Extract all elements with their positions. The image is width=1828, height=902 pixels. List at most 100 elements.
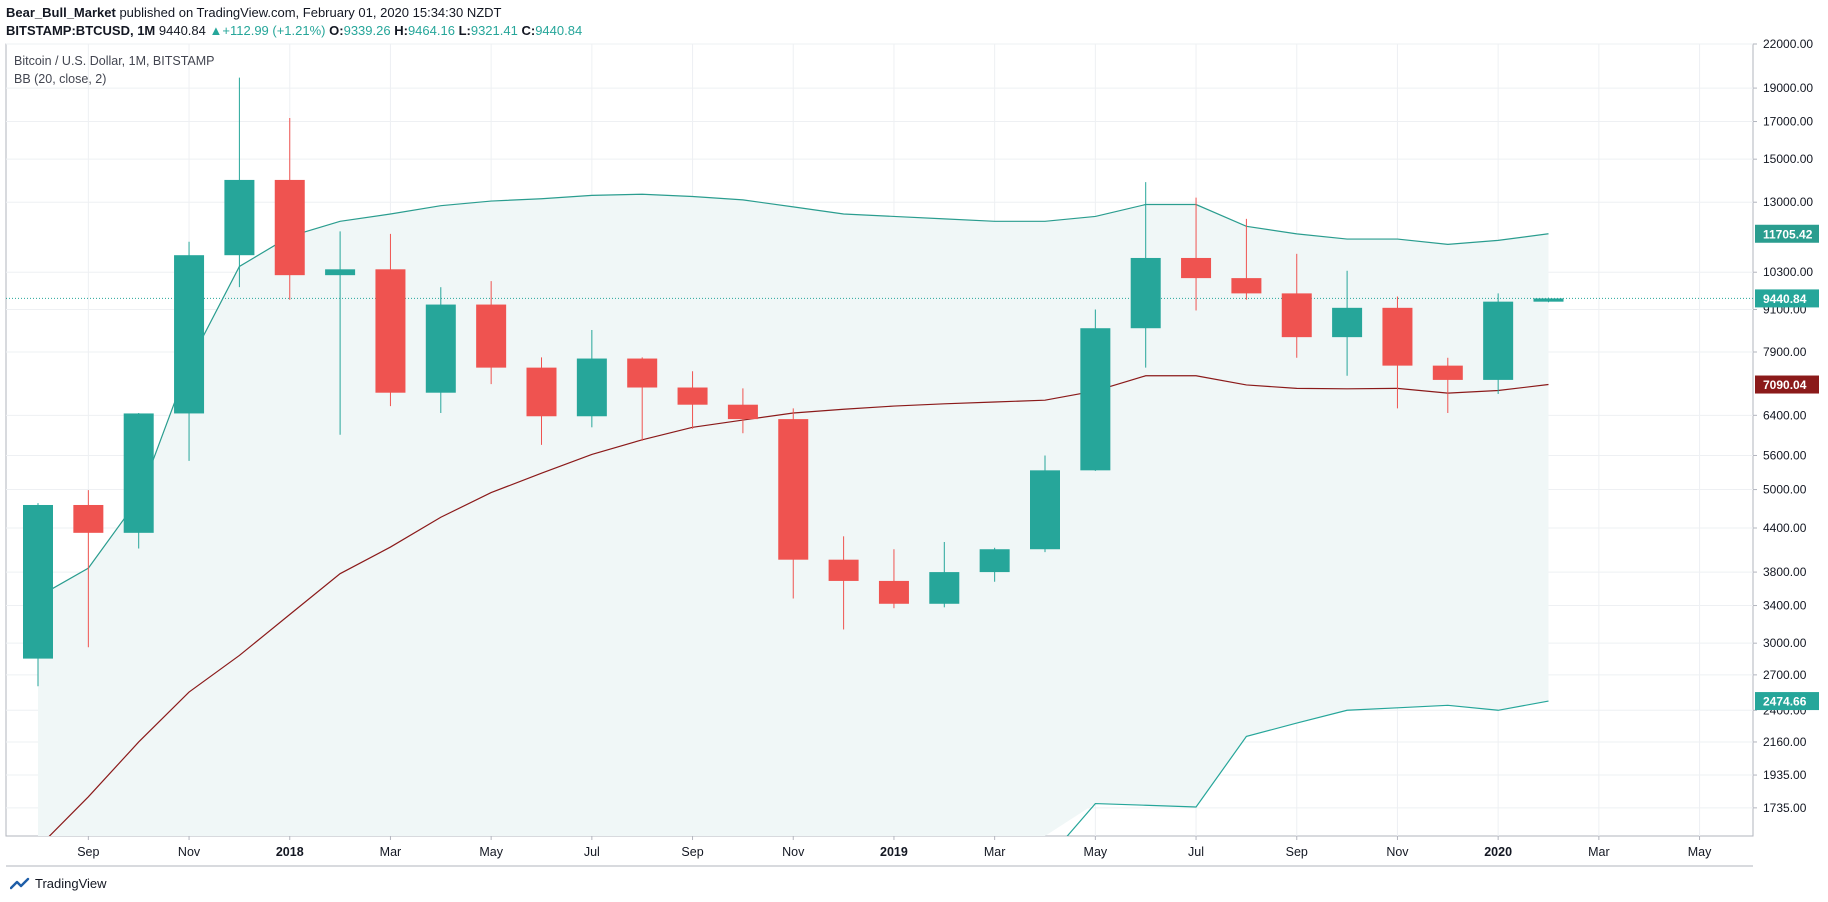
high-value: 9464.16	[407, 23, 455, 38]
price-label-box	[1755, 692, 1819, 711]
candle-body	[224, 179, 255, 256]
chart-header: Bear_Bull_Market published on TradingVie…	[6, 4, 582, 40]
footer-brand-text: TradingView	[35, 876, 107, 891]
x-tick-label: Nov	[782, 845, 805, 859]
open-value: 9339.26	[343, 23, 391, 38]
candle	[1332, 270, 1363, 376]
x-tick-label: Jul	[1188, 845, 1204, 859]
candle-body	[878, 580, 909, 604]
price-label: 9440.84	[1755, 289, 1819, 308]
candle-body	[1231, 278, 1262, 294]
y-tick-label: 10300.00	[1763, 265, 1813, 279]
candle-body	[274, 179, 305, 276]
candle-body	[1533, 298, 1564, 302]
close-value: 9440.84	[535, 23, 583, 38]
candle-body	[425, 304, 456, 393]
candle	[1483, 293, 1514, 395]
y-tick-label: 5600.00	[1763, 448, 1807, 462]
candle-body	[73, 504, 104, 533]
price-label-text: 7090.04	[1763, 378, 1807, 392]
y-tick-label: 15000.00	[1763, 152, 1813, 166]
candle	[174, 241, 205, 461]
candle-body	[526, 367, 557, 417]
candle-body	[1332, 307, 1363, 338]
price-label-box	[1755, 375, 1819, 394]
x-tick-label: 2019	[880, 845, 908, 859]
price-label-text: 9440.84	[1763, 292, 1807, 306]
candle	[1533, 297, 1564, 303]
candle-body	[979, 549, 1010, 573]
candle	[1080, 309, 1111, 471]
x-tick-label: Mar	[984, 845, 1006, 859]
candle	[224, 77, 255, 288]
low-label: L:	[458, 23, 471, 38]
candle-body	[476, 304, 507, 368]
candle	[1130, 182, 1161, 368]
high-label: H:	[394, 23, 408, 38]
price-label-text: 11705.42	[1763, 227, 1813, 241]
y-tick-label: 2700.00	[1763, 668, 1807, 682]
legend-indicator[interactable]: BB (20, close, 2)	[14, 72, 107, 86]
candle-body	[1382, 307, 1413, 366]
candle-body	[325, 269, 356, 276]
candle	[576, 329, 607, 428]
candle-body	[174, 255, 205, 414]
price-label: 2474.66	[1755, 692, 1819, 711]
candles	[23, 77, 1564, 687]
y-tick-label: 22000.00	[1763, 37, 1813, 51]
candle	[778, 408, 809, 599]
y-tick-label: 1735.00	[1763, 801, 1807, 815]
legend-title[interactable]: Bitcoin / U.S. Dollar, 1M, BITSTAMP	[14, 54, 215, 68]
candle	[1231, 218, 1262, 300]
x-tick-label: May	[1084, 845, 1108, 859]
candle	[526, 357, 557, 445]
candle-body	[1080, 328, 1111, 471]
candle-body	[576, 358, 607, 417]
candle	[929, 541, 960, 608]
candle-body	[123, 413, 154, 533]
y-tick-label: 6400.00	[1763, 408, 1807, 422]
y-tick-label: 1935.00	[1763, 768, 1807, 782]
footer-brand[interactable]: TradingView	[10, 876, 107, 891]
up-arrow-icon: ▲	[209, 23, 223, 38]
candle-body	[23, 504, 53, 659]
close-label: C:	[521, 23, 536, 38]
candle	[375, 233, 406, 407]
x-tick-label: 2020	[1484, 845, 1512, 859]
candle	[23, 503, 53, 687]
candle-body	[828, 559, 859, 581]
author-name[interactable]: Bear_Bull_Market	[6, 5, 116, 20]
x-tick-label: Sep	[1286, 845, 1308, 859]
candle-body	[375, 269, 406, 393]
x-tick-label: Mar	[1588, 845, 1610, 859]
open-label: O:	[329, 23, 344, 38]
price-label-box	[1755, 289, 1819, 308]
low-value: 9321.41	[470, 23, 518, 38]
price-change: +112.99 (+1.21%)	[222, 23, 326, 38]
candle-body	[1181, 257, 1212, 279]
candle-body	[1030, 470, 1060, 550]
tradingview-logo-icon	[10, 877, 30, 889]
y-tick-label: 3400.00	[1763, 599, 1807, 613]
y-tick-label: 4400.00	[1763, 521, 1807, 535]
x-tick-label: Sep	[681, 845, 703, 859]
y-tick-label: 13000.00	[1763, 195, 1813, 209]
candle	[1382, 296, 1413, 409]
price-label: 7090.04	[1755, 375, 1819, 394]
x-tick-label: Sep	[77, 845, 99, 859]
candle	[274, 118, 305, 300]
candle	[1030, 455, 1060, 553]
x-axis: Sep Nov 2018 Mar May Jul Sep Nov 2019 Mar May Jul Se…	[77, 836, 1712, 859]
y-tick-label: 3000.00	[1763, 636, 1807, 650]
y-tick-label: 19000.00	[1763, 81, 1813, 95]
candle-body	[677, 387, 708, 405]
candle	[878, 549, 909, 609]
candle-body	[778, 419, 809, 560]
y-tick-label: 7900.00	[1763, 345, 1807, 359]
bb-lower-line	[1066, 700, 1549, 836]
symbol-label: BITSTAMP:BTCUSD, 1M	[6, 23, 156, 38]
candle	[727, 388, 758, 434]
candle	[979, 547, 1010, 582]
y-tick-label: 5000.00	[1763, 483, 1807, 497]
